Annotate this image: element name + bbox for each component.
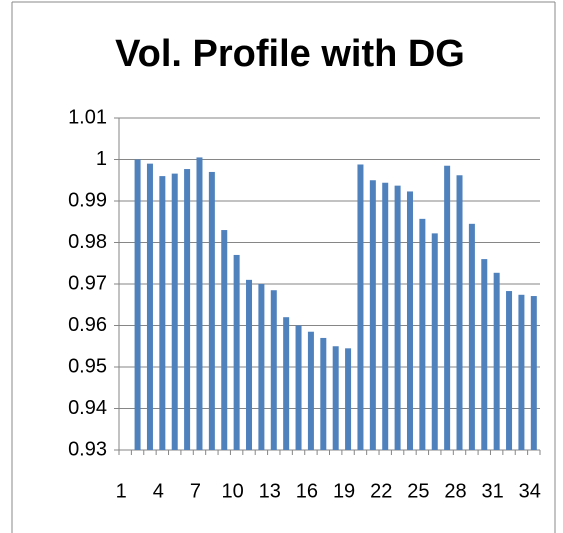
bar — [221, 230, 228, 450]
y-tick-label: 0.94 — [68, 397, 107, 419]
bar — [382, 182, 389, 451]
bar — [146, 163, 153, 450]
x-tick-label: 16 — [296, 480, 318, 502]
bar — [431, 233, 438, 450]
bar — [171, 173, 178, 451]
y-tick-label: 0.93 — [68, 438, 107, 460]
y-tick-label: 1.01 — [68, 106, 107, 128]
y-tick-label: 0.97 — [68, 272, 107, 294]
x-tick-label: 22 — [370, 480, 392, 502]
bar — [320, 337, 327, 450]
x-tick-label: 7 — [190, 480, 201, 502]
bar — [419, 218, 426, 450]
bar — [456, 175, 463, 450]
bar — [468, 223, 475, 450]
y-tick-label: 0.99 — [68, 189, 107, 211]
bar — [307, 331, 314, 450]
bar — [345, 348, 352, 450]
bar — [246, 279, 253, 450]
bar — [208, 171, 215, 450]
bar — [184, 169, 191, 451]
bar — [332, 346, 339, 450]
x-tick-label: 19 — [333, 480, 355, 502]
bar — [506, 291, 513, 450]
x-tick-label: 34 — [519, 480, 541, 502]
bar — [406, 191, 413, 450]
x-tick-label: 10 — [222, 480, 244, 502]
x-tick-label: 31 — [482, 480, 504, 502]
bar — [283, 317, 290, 450]
bar — [159, 176, 166, 450]
bar — [134, 159, 141, 450]
x-tick-label: 4 — [153, 480, 164, 502]
bar — [518, 294, 525, 450]
y-tick-label: 0.95 — [68, 355, 107, 377]
bar — [295, 325, 302, 450]
bar — [270, 290, 277, 450]
x-tick-label: 13 — [259, 480, 281, 502]
x-tick-label: 25 — [407, 480, 429, 502]
chart-title: Vol. Profile with DG — [115, 33, 465, 75]
bar — [530, 296, 537, 450]
bar — [196, 157, 203, 451]
bar — [394, 185, 401, 450]
x-tick-label: 1 — [116, 480, 127, 502]
bar — [233, 254, 240, 450]
bar — [481, 259, 488, 450]
bar — [444, 165, 451, 450]
bar — [369, 180, 376, 450]
y-tick-label: 1 — [96, 148, 107, 170]
bar — [357, 164, 364, 451]
bar — [258, 284, 265, 450]
y-tick-label: 0.98 — [68, 231, 107, 253]
bar — [493, 272, 500, 450]
x-tick-label: 28 — [444, 480, 466, 502]
y-tick-label: 0.96 — [68, 314, 107, 336]
